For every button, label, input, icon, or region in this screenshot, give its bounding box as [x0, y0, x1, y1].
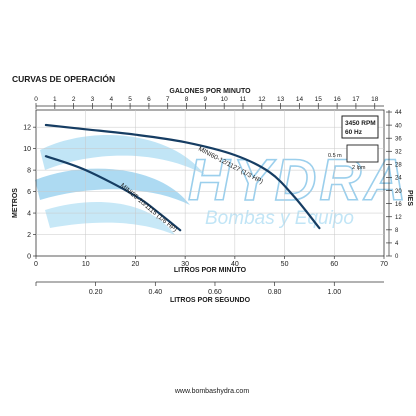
lps-tick-label: 1.00 — [327, 289, 341, 296]
chart-heading: CURVAS DE OPERACIÓN — [12, 73, 115, 84]
top-tick-label: 18 — [371, 96, 379, 103]
water-drop-logo — [35, 135, 205, 235]
right-tick-label: 4 — [395, 241, 399, 247]
right-tick-label: 0 — [395, 254, 399, 260]
x-tick-label: 10 — [82, 261, 90, 268]
y-tick-label: 2 — [27, 232, 31, 239]
top-tick-label: 8 — [185, 96, 189, 103]
x-tick-label: 30 — [181, 261, 189, 268]
right-tick-label: 32 — [395, 149, 402, 155]
right-tick-label: 16 — [395, 202, 402, 208]
top-tick-label: 6 — [147, 96, 151, 103]
rpm-info-box: 3450 RPM 60 Hz — [341, 115, 379, 139]
x-tick-label: 60 — [330, 261, 338, 268]
x-tick-label: 40 — [231, 261, 239, 268]
y-tick-label: 8 — [27, 168, 31, 175]
top-tick-label: 16 — [333, 96, 341, 103]
lps-axis-title: LITROS POR SEGUNDO — [170, 297, 251, 304]
right-tick-label: 24 — [395, 176, 402, 182]
top-axis-title: GALONES POR MINUTO — [169, 88, 251, 95]
right-tick-label: 40 — [395, 123, 402, 129]
top-tick-label: 2 — [72, 96, 76, 103]
right-tick-label: 36 — [395, 136, 402, 142]
scale-reference: 0.5 m 2 lpm — [328, 144, 379, 171]
y-tick-label: 4 — [27, 211, 31, 218]
right-tick-label: 44 — [395, 110, 402, 116]
top-tick-label: 4 — [109, 96, 113, 103]
top-tick-label: 10 — [221, 96, 229, 103]
y-tick-label: 12 — [23, 125, 31, 132]
right-tick-label: 28 — [395, 163, 402, 169]
watermark-tagline: Bombas y Equipo — [205, 208, 354, 229]
y-tick-label: 0 — [27, 254, 31, 261]
top-tick-label: 14 — [296, 96, 304, 103]
top-tick-label: 5 — [128, 96, 132, 103]
top-tick-label: 17 — [352, 96, 360, 103]
lps-tick-label: 0.20 — [89, 289, 103, 296]
right-tick-label: 12 — [395, 215, 402, 221]
pump-curve-2 — [44, 155, 182, 232]
hydra-watermark: HYDRA Bombas y Equipo — [35, 135, 407, 235]
right-tick-label: 8 — [395, 228, 399, 234]
x-tick-label: 70 — [380, 261, 388, 268]
grid-lines — [36, 110, 384, 256]
bottom-axis-title: LITROS POR MINUTO — [174, 267, 247, 274]
y-tick-label: 10 — [23, 146, 31, 153]
frequency-label: 60 Hz — [345, 129, 363, 136]
x-tick-label: 20 — [132, 261, 140, 268]
right-axis-title: PIES — [406, 190, 413, 206]
left-axis-title: METROS — [12, 188, 19, 218]
top-tick-label: 0 — [34, 96, 38, 103]
lps-tick-label: 0.60 — [208, 289, 222, 296]
x-tick-label: 0 — [34, 261, 38, 268]
plot-area — [35, 109, 385, 257]
lps-tick-label: 0.40 — [149, 289, 163, 296]
top-tick-label: 7 — [166, 96, 170, 103]
x-tick-label: 50 — [281, 261, 289, 268]
y-tick-label: 6 — [27, 189, 31, 196]
scale-height-label: 0.5 m — [328, 153, 342, 159]
top-tick-label: 12 — [258, 96, 266, 103]
pump-curve-1 — [44, 123, 321, 230]
lps-tick-label: 0.80 — [268, 289, 282, 296]
rpm-label: 3450 RPM — [345, 120, 376, 127]
footer-website: www.bombashydra.com — [174, 388, 249, 395]
top-tick-label: 15 — [315, 96, 323, 103]
top-tick-label: 9 — [204, 96, 208, 103]
top-tick-label: 13 — [277, 96, 285, 103]
top-tick-label: 3 — [91, 96, 95, 103]
scale-width-label: 2 lpm — [352, 165, 366, 171]
top-tick-label: 11 — [240, 96, 247, 103]
top-tick-label: 1 — [53, 96, 57, 103]
right-tick-label: 20 — [395, 189, 402, 195]
